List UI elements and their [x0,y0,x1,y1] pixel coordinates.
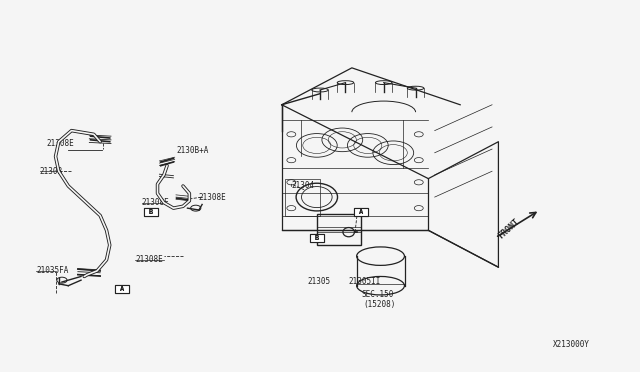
Text: 21308E: 21308E [141,198,170,207]
Text: 21308E: 21308E [135,255,163,264]
Bar [310,234,324,242]
Text: 21305II: 21305II [349,278,381,286]
Text: 21308E: 21308E [46,139,74,148]
Text: A: A [120,286,125,292]
Bar [355,208,369,216]
Text: 21305: 21305 [307,278,330,286]
Text: B: B [149,209,153,215]
Text: 2130B+A: 2130B+A [177,147,209,155]
Text: FRONT: FRONT [496,218,521,241]
Text: B: B [149,209,153,215]
Text: 21308E: 21308E [199,193,227,202]
Bar [144,208,158,216]
Text: B: B [315,235,319,241]
Bar [355,208,369,216]
Text: A: A [359,209,364,215]
Text: 21304: 21304 [291,182,314,190]
Bar [115,285,129,294]
Text: (15208): (15208) [364,300,396,309]
Text: 2130B: 2130B [40,167,63,176]
Text: A: A [120,286,125,292]
Text: X213000Y: X213000Y [552,340,589,349]
Bar [115,285,129,294]
Bar [285,179,320,215]
Text: 21035FA: 21035FA [36,266,69,275]
Bar [144,208,158,216]
Text: B: B [315,235,319,241]
Bar [310,234,324,242]
Bar [317,214,362,245]
Text: SEC.150: SEC.150 [362,291,394,299]
Text: A: A [359,209,364,215]
